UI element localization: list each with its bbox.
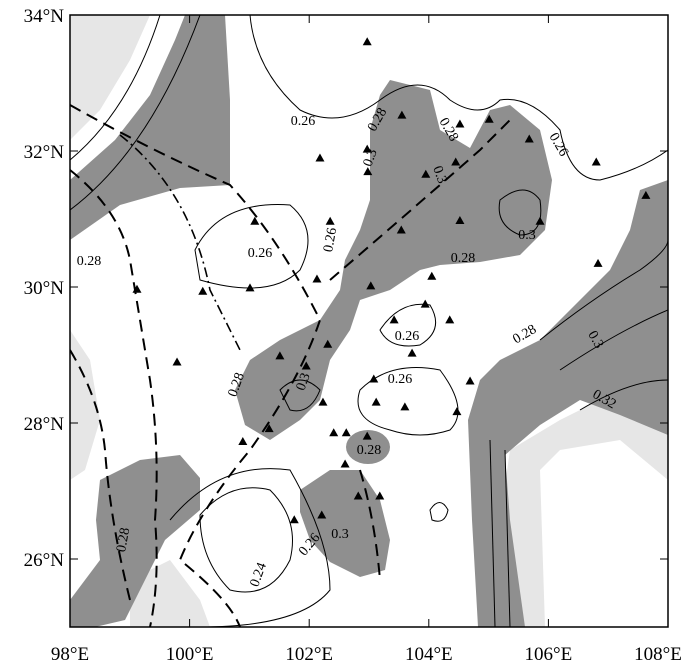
contour-label: 0.26 [395, 329, 420, 344]
station [318, 397, 328, 406]
station [484, 114, 494, 123]
station [535, 216, 545, 225]
shade [346, 430, 390, 464]
contour-label: 0.3 [429, 164, 449, 186]
shade [235, 80, 552, 440]
station [362, 144, 372, 153]
station [264, 424, 274, 433]
station [371, 397, 381, 406]
y-tick-label: 30°N [24, 278, 65, 299]
station [396, 225, 406, 234]
y-tick-label: 32°N [24, 142, 65, 163]
station [445, 315, 455, 324]
station [421, 169, 431, 178]
station [591, 157, 601, 166]
station [375, 491, 385, 500]
station [427, 271, 437, 280]
x-tick-label: 98°E [51, 644, 89, 665]
contour-label: 0.26 [388, 372, 413, 387]
contour-label: 0.26 [248, 246, 273, 261]
shade [70, 455, 200, 627]
y-tick-label: 34°N [24, 6, 65, 27]
station [289, 515, 299, 524]
station [524, 134, 534, 143]
station [315, 153, 325, 162]
station [363, 167, 373, 176]
station [325, 216, 335, 225]
x-tick-label: 108°E [634, 644, 682, 665]
station [317, 510, 327, 519]
station [465, 376, 475, 385]
station [369, 374, 379, 383]
boundaries [70, 104, 511, 627]
contour-label: 0.3 [331, 527, 349, 542]
station [366, 281, 376, 290]
station [397, 110, 407, 119]
x-tick-label: 102°E [285, 644, 333, 665]
contour-label: 0.28 [77, 254, 102, 269]
station [172, 357, 182, 366]
station [198, 286, 208, 295]
y-tick-label: 28°N [24, 414, 65, 435]
station [245, 283, 255, 292]
station [593, 258, 603, 267]
station [250, 216, 260, 225]
station [400, 402, 410, 411]
station [132, 284, 142, 293]
station [362, 431, 372, 440]
contour-label: 0.28 [357, 443, 382, 458]
station [455, 216, 465, 225]
x-tick-label: 104°E [405, 644, 453, 665]
station [455, 119, 465, 128]
station [341, 428, 351, 437]
contour-label: 0.26 [321, 227, 340, 254]
contour-lines [70, 15, 668, 627]
station [452, 407, 462, 416]
frame [69, 14, 669, 628]
shade [468, 180, 668, 627]
map-field [70, 15, 668, 627]
station [301, 361, 311, 370]
light-shade [70, 15, 668, 627]
x-tick-label: 106°E [525, 644, 573, 665]
station [323, 339, 333, 348]
x-tick-label: 100°E [166, 644, 214, 665]
station [353, 491, 363, 500]
contour-label: 0.26 [291, 114, 316, 129]
station [389, 315, 399, 324]
contour-label: 0.28 [451, 251, 476, 266]
shade [70, 15, 230, 240]
station [451, 157, 461, 166]
station [641, 190, 651, 199]
station [329, 428, 339, 437]
contour-label: 0.3 [518, 228, 536, 243]
contour-label: 0.28 [114, 527, 133, 554]
station [238, 437, 248, 446]
contour-label: 0.3 [294, 371, 314, 393]
station [407, 348, 417, 357]
station [340, 459, 350, 468]
station [420, 299, 430, 308]
station [362, 37, 372, 46]
station [312, 274, 322, 283]
y-tick-label: 26°N [24, 550, 65, 571]
station [275, 351, 285, 360]
